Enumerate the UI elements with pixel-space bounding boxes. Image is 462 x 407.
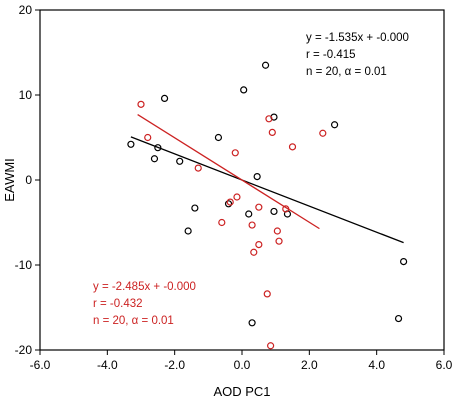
scatter-point-series-1 — [127, 140, 135, 148]
scatter-point-series-2 — [137, 100, 145, 108]
scatter-point-series-1 — [394, 314, 403, 323]
scatter-point-series-2 — [144, 133, 152, 142]
scatter-point-series-2 — [263, 290, 271, 298]
scatter-point-series-2 — [265, 115, 273, 123]
scatter-point-series-2 — [218, 218, 226, 227]
fit-lines — [130, 113, 404, 244]
annotation-line: r = -0.432 — [93, 298, 143, 310]
fit-line-2 — [137, 113, 320, 230]
x-axis-label: AOD PC1 — [213, 384, 270, 399]
scatter-point-series-2 — [255, 241, 263, 249]
x-tick-label: 4.0 — [368, 358, 385, 372]
scatter-point-series-1 — [154, 144, 162, 152]
annotation-line: n = 20, α = 0.01 — [306, 66, 387, 78]
scatter-point-series-1 — [248, 319, 256, 327]
annotation-line: y = -1.535x + -0.000 — [306, 32, 409, 44]
scatter-point-series-1 — [240, 86, 248, 94]
scatter-point-series-1 — [160, 94, 169, 103]
axis-ticks: -6.0 -4.0 -2.0 0.0 2.0 4.0 6.0 -20 -10 0 10 20 — [15, 3, 453, 372]
data-points — [127, 61, 408, 350]
y-tick-label: 20 — [19, 3, 33, 17]
y-tick-label: -20 — [15, 343, 33, 357]
scatter-point-series-1 — [191, 204, 199, 212]
scatter-point-series-1 — [184, 227, 192, 235]
scatter-point-series-2 — [233, 193, 241, 201]
scatter-point-series-2 — [255, 203, 263, 211]
scatter-point-series-1 — [150, 155, 159, 163]
y-tick-label: 10 — [19, 88, 33, 102]
scatter-point-series-1 — [330, 121, 339, 129]
scatter-point-series-2 — [194, 164, 202, 172]
x-tick-label: -6.0 — [30, 358, 51, 372]
scatter-point-series-2 — [250, 248, 258, 256]
scatter-point-series-2 — [268, 128, 276, 136]
scatter-point-series-2 — [248, 221, 256, 229]
scatter-point-series-2 — [273, 227, 281, 235]
x-tick-label: 2.0 — [301, 358, 318, 372]
y-tick-label: -10 — [15, 258, 33, 272]
scatter-point-series-2 — [231, 149, 239, 157]
scatter-point-series-2 — [226, 198, 234, 206]
scatter-point-series-1 — [400, 258, 408, 266]
regression-annotations: y = -1.535x + -0.000 r = -0.415 n = 20, α … — [93, 32, 409, 327]
x-tick-label: 0.0 — [234, 358, 251, 372]
scatter-point-series-1 — [214, 133, 223, 142]
scatter-point-series-1 — [224, 200, 233, 208]
scatter-point-series-2 — [288, 143, 297, 151]
scatter-point-series-1 — [270, 207, 278, 216]
annotation-line: y = -2.485x + -0.000 — [93, 281, 196, 293]
x-tick-label: -4.0 — [97, 358, 118, 372]
scatter-point-series-1 — [253, 173, 261, 181]
y-tick-label: 0 — [25, 173, 32, 187]
x-tick-label: -2.0 — [164, 358, 185, 372]
annotation-line: r = -0.415 — [306, 49, 356, 61]
scatter-point-series-2 — [319, 129, 327, 137]
scatter-point-series-1 — [261, 61, 270, 69]
x-tick-label: 6.0 — [436, 358, 453, 372]
annotation-line: n = 20, α = 0.01 — [93, 315, 174, 327]
scatter-point-series-1 — [176, 157, 184, 165]
scatter-point-series-2 — [275, 237, 283, 245]
scatter-point-series-2 — [282, 205, 290, 213]
fit-line-1 — [130, 136, 404, 244]
y-axis-label: EAWMI — [2, 158, 17, 202]
scatter-point-series-1 — [245, 210, 253, 218]
scatter-point-series-2 — [267, 342, 275, 350]
